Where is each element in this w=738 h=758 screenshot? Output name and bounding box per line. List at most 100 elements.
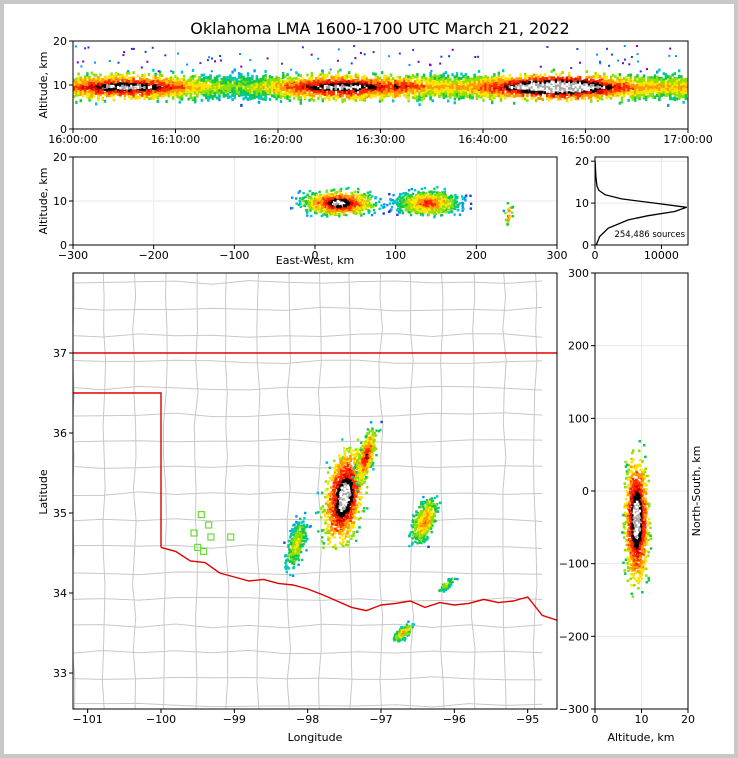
source-cell — [405, 85, 408, 88]
source-cell — [543, 77, 547, 81]
source-cell — [546, 94, 549, 98]
source-cell — [405, 94, 408, 98]
source-cell — [497, 94, 500, 98]
source-cell — [156, 77, 159, 81]
source-cell — [169, 86, 173, 90]
source-cell — [462, 96, 465, 99]
source-cell — [77, 86, 80, 90]
source-cell — [88, 85, 91, 89]
source-cell — [242, 82, 245, 86]
source-cell — [200, 88, 203, 92]
source-cell — [462, 91, 465, 95]
source-cell — [337, 90, 340, 94]
source-cell — [442, 72, 445, 76]
source-cell — [477, 84, 481, 88]
source-cell — [121, 84, 124, 88]
source-cell — [425, 93, 428, 97]
source-cell — [482, 82, 485, 86]
source-cell — [119, 90, 122, 94]
source-cell — [194, 99, 197, 103]
source-cell — [447, 90, 450, 94]
source-cell — [385, 84, 388, 88]
source-cell — [482, 98, 485, 102]
source-cell — [97, 91, 100, 95]
source-cell — [304, 86, 307, 90]
source-cell — [506, 87, 509, 91]
source-cell — [381, 95, 384, 99]
source-cell — [513, 79, 516, 83]
source-cell — [392, 81, 395, 84]
source-cell — [95, 102, 98, 106]
source-cell — [473, 81, 476, 85]
source-cell — [554, 72, 558, 76]
source-cell — [277, 84, 280, 88]
source-cell — [337, 72, 340, 76]
source-cell — [356, 77, 360, 81]
source-cell — [84, 80, 87, 84]
source-cell — [143, 81, 146, 85]
source-cell — [354, 98, 357, 102]
source-cell — [530, 88, 533, 92]
source-cell — [499, 76, 503, 80]
source-cell — [561, 85, 564, 89]
source-cell — [167, 80, 170, 84]
source-cell — [405, 82, 408, 86]
source-cell — [275, 75, 278, 79]
source-cell — [330, 90, 333, 94]
source-cell — [132, 71, 135, 75]
source-cell — [488, 91, 492, 94]
source-cell — [345, 75, 349, 79]
source-cell — [453, 90, 456, 94]
source-cell — [279, 81, 283, 85]
source-cell — [398, 88, 401, 92]
source-cell — [409, 82, 412, 86]
source-cell — [288, 93, 291, 97]
source-cell — [240, 80, 243, 84]
source-cell — [257, 82, 261, 86]
source-cell — [180, 77, 184, 81]
source-cell — [163, 83, 166, 87]
source-cell — [139, 84, 142, 88]
source-cell — [139, 78, 142, 82]
source-cell — [352, 95, 355, 99]
source-cell — [152, 97, 155, 100]
source-cell — [240, 75, 243, 79]
source-cell — [475, 95, 478, 99]
source-cell — [167, 91, 170, 95]
source-cell — [350, 84, 353, 88]
source-cell — [77, 90, 80, 94]
source-cell — [286, 73, 289, 77]
source-cell — [438, 82, 441, 86]
source-cell — [167, 94, 170, 98]
source-cell — [106, 81, 109, 85]
source-cell — [130, 92, 133, 96]
source-cell — [97, 80, 100, 84]
source-cell — [262, 86, 265, 89]
source-cell — [315, 77, 318, 81]
source-cell — [372, 86, 375, 90]
source-cell — [130, 97, 133, 100]
source-cell — [552, 86, 555, 90]
source-cell — [86, 80, 89, 84]
source-cell — [381, 92, 384, 95]
source-cell — [282, 76, 285, 80]
source-cell — [202, 85, 206, 89]
source-cell — [134, 80, 137, 84]
source-cell — [114, 73, 118, 77]
source-cell — [145, 87, 148, 91]
source-cell — [444, 94, 448, 98]
source-cell — [431, 93, 434, 97]
source-cell — [464, 80, 467, 84]
source-cell — [112, 85, 115, 88]
source-cell — [121, 79, 124, 83]
source-cell — [90, 81, 93, 85]
source-cell — [229, 82, 232, 86]
source-cell — [299, 98, 302, 102]
source-cell — [438, 85, 441, 89]
source-cell — [568, 90, 571, 94]
source-cell — [493, 75, 496, 79]
source-cell — [341, 98, 344, 102]
source-cell — [387, 93, 390, 96]
source-cell — [354, 73, 357, 77]
source-cell — [473, 91, 476, 95]
